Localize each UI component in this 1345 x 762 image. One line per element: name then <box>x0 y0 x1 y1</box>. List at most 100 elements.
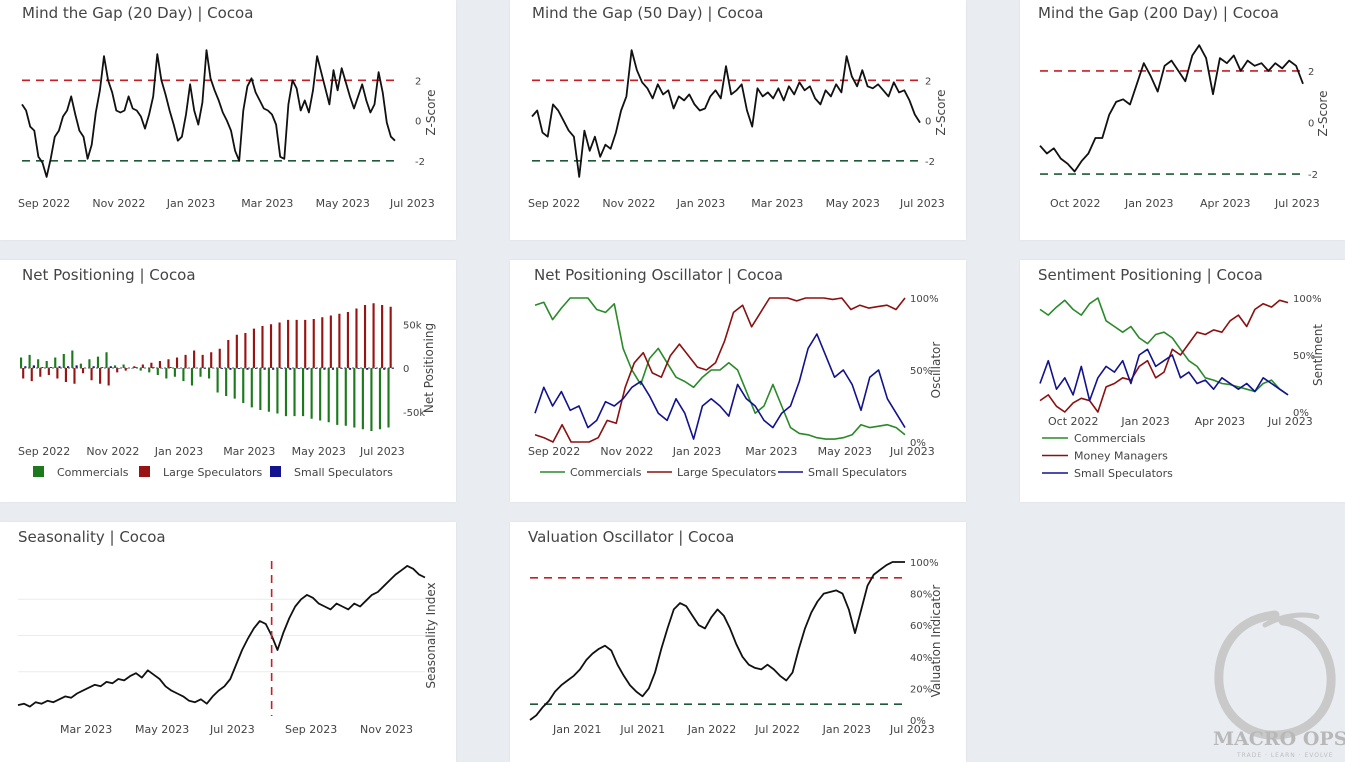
x-tick-label: Jul 2023 <box>359 445 405 458</box>
bar <box>150 362 153 368</box>
bar <box>178 368 181 369</box>
y-axis-label: Z-Score <box>1316 91 1330 137</box>
x-tick-label: Nov 2022 <box>92 197 145 210</box>
x-tick-label: Nov 2023 <box>360 723 413 736</box>
y-axis-label: Seasonality Index <box>424 582 438 688</box>
bar <box>370 368 373 431</box>
bar <box>148 368 151 373</box>
y-tick-label: 50k <box>403 320 422 331</box>
bar <box>139 368 142 371</box>
bar <box>47 368 50 375</box>
bar <box>323 368 326 370</box>
bar <box>353 368 356 428</box>
legend-label: Money Managers <box>1074 450 1168 463</box>
y-tick-label: 20% <box>910 684 932 695</box>
bar <box>99 368 102 384</box>
y-tick-label: 0% <box>910 438 926 449</box>
y-axis-label: Oscillator <box>929 342 943 399</box>
bar <box>49 367 53 368</box>
y-tick-label: 100% <box>910 294 939 305</box>
y-axis-label: Sentiment <box>1311 324 1325 386</box>
y-tick-label: 0 <box>1308 119 1314 130</box>
bar <box>190 368 194 386</box>
x-tick-label: Jul 2021 <box>619 723 665 736</box>
x-tick-label: Jul 2022 <box>754 723 800 736</box>
legend-label: Small Speculators <box>1074 467 1173 480</box>
y-tick-label: 0 <box>415 117 421 128</box>
bar <box>199 368 202 377</box>
bar <box>41 367 44 368</box>
macro-ops-logo: MACRO OPS TRADE · LEARN · EVOLVE <box>1205 605 1345 759</box>
bar <box>387 368 390 428</box>
y-tick-label: 50% <box>910 366 932 377</box>
bar <box>357 368 360 369</box>
legend-label: Small Speculators <box>294 466 393 479</box>
bar <box>235 334 238 368</box>
bar <box>73 368 76 384</box>
bar <box>62 354 65 368</box>
bar <box>67 366 70 368</box>
bar <box>122 364 125 368</box>
bar <box>96 356 100 368</box>
bar <box>186 368 189 369</box>
bar <box>64 368 67 382</box>
bar <box>233 368 236 399</box>
bar <box>263 368 266 370</box>
bar <box>361 368 364 430</box>
bar <box>114 365 117 368</box>
chart-title: Mind the Gap (200 Day) | Cocoa <box>1038 4 1279 22</box>
x-tick-label: Sep 2022 <box>528 197 580 210</box>
x-tick-label: Jul 2023 <box>389 197 435 210</box>
bar <box>252 328 255 368</box>
bar <box>338 313 341 368</box>
x-tick-label: Jan 2021 <box>552 723 601 736</box>
legend-label: Large Speculators <box>677 466 777 479</box>
bar <box>225 368 228 396</box>
series-line <box>17 565 426 708</box>
legend-label: Large Speculators <box>163 466 263 479</box>
chart-card-sentiment-positioning: Sentiment Positioning | Cocoa 100% 50% 0% S… <box>1020 260 1345 502</box>
legend-label: Commercials <box>57 466 129 479</box>
bar <box>218 348 221 368</box>
y-tick-label: 0 <box>403 364 409 375</box>
y-axis-label: Valuation Indicator <box>929 585 943 698</box>
x-tick-label: Jan 2023 <box>676 197 725 210</box>
x-tick-label: Nov 2022 <box>86 445 139 458</box>
chart-mtg-200: 2 0 -2 Z-Score Oct 2022 Jan 2023 Apr 2023 Jul 2… <box>1039 44 1330 210</box>
bar <box>295 319 298 368</box>
x-tick-label: May 2023 <box>826 197 880 210</box>
x-tick-label: Jul 2023 <box>1267 415 1313 428</box>
bar <box>331 368 335 370</box>
chart-card-seasonality: Seasonality | Cocoa Seasonality Index Mar… <box>0 522 456 762</box>
x-tick-label: Jan 2023 <box>1120 415 1169 428</box>
bar <box>278 322 281 368</box>
chart-title: Sentiment Positioning | Cocoa <box>1038 266 1263 284</box>
x-tick-label: May 2023 <box>135 723 189 736</box>
x-tick-label: Mar 2023 <box>223 445 275 458</box>
series-line <box>21 49 396 178</box>
bar <box>349 368 352 370</box>
bar <box>169 367 172 368</box>
chart-card-net-positioning: Net Positioning | Cocoa 50k 0 -50k Net Posi… <box>0 260 456 502</box>
x-tick-label: May 2023 <box>316 197 370 210</box>
chart-card-valuation-oscillator: Valuation Oscillator | Cocoa 100% 80% 60% 4… <box>510 522 966 762</box>
x-tick-label: Jan 2023 <box>672 445 721 458</box>
bar <box>161 368 164 369</box>
chart-net-positioning-oscillator: 100% 50% 0% Oscillator Sep 2022 Nov 2022 Jan 2… <box>528 294 943 479</box>
y-tick-label: 40% <box>910 653 932 664</box>
y-tick-label: 60% <box>910 621 932 632</box>
y-tick-label: 100% <box>1293 294 1322 305</box>
y-tick-label: 0% <box>910 716 926 727</box>
bar <box>344 368 347 426</box>
bar <box>39 368 42 377</box>
bar <box>22 368 25 379</box>
bar <box>158 361 161 368</box>
bar <box>184 354 187 368</box>
x-tick-label: Nov 2022 <box>600 445 653 458</box>
bar <box>267 368 270 412</box>
bar <box>319 368 322 421</box>
series-line <box>1039 348 1289 402</box>
chart-valuation-oscillator: 100% 80% 60% 40% 20% 0% Valuation Indicator Jan… <box>529 558 943 736</box>
series-line <box>531 49 921 178</box>
y-tick-label: 80% <box>910 590 932 601</box>
